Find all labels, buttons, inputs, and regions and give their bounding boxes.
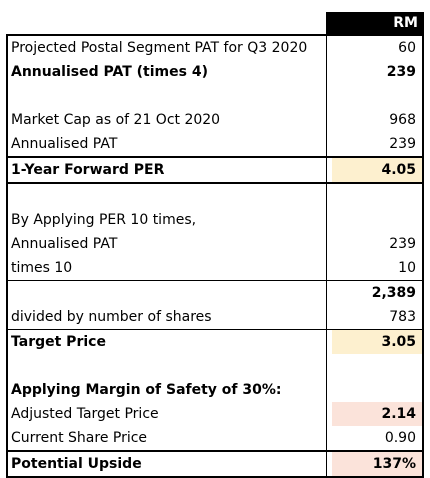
row-label: Potential Upside (11, 456, 142, 472)
row-label: times 10 (11, 260, 73, 276)
row-label: Annualised PAT (11, 136, 118, 152)
row-label: Current Share Price (11, 430, 148, 446)
column-header-rm-million: RM (Million) (352, 15, 418, 53)
row-value (332, 84, 422, 108)
row-value: 239 (386, 64, 416, 80)
row-label: By Applying PER 10 times, (11, 212, 197, 228)
valuation-table: RM (Million) Projected Postal Segment PA… (6, 12, 424, 478)
table-body: Projected Postal Segment PAT for Q3 2020… (6, 34, 424, 478)
row-label: divided by number of shares (11, 309, 212, 325)
column-divider (326, 34, 327, 476)
table-row: Annualised PAT 239 (8, 232, 422, 256)
row-value (332, 378, 422, 402)
row-label: Applying Margin of Safety of 30%: (11, 382, 282, 398)
row-value-highlighted: 2.14 (332, 402, 422, 426)
table-row: Market Cap as of 21 Oct 2020 968 (8, 108, 422, 132)
row-value: 239 (389, 136, 416, 152)
table-row: Projected Postal Segment PAT for Q3 2020… (8, 34, 422, 60)
row-label: Annualised PAT (11, 236, 118, 252)
table-row: Adjusted Target Price 2.14 (8, 402, 422, 426)
table-row: divided by number of shares 783 (8, 305, 422, 329)
table-row: times 10 10 (8, 256, 422, 280)
row-value-highlighted: 3.05 (332, 330, 422, 354)
row-value (332, 184, 422, 208)
table-row: 1-Year Forward PER 4.05 (8, 156, 422, 184)
table-row: Target Price 3.05 (8, 329, 422, 354)
table-header: RM (Million) (6, 12, 424, 53)
table-row: Current Share Price 0.90 (8, 426, 422, 450)
row-value (332, 354, 422, 378)
row-label: Projected Postal Segment PAT for Q3 2020 (11, 40, 308, 56)
table-row: Annualised PAT 239 (8, 132, 422, 156)
row-value: 60 (398, 40, 416, 56)
row-label: Annualised PAT (times 4) (11, 64, 208, 80)
table-row: By Applying PER 10 times, (8, 208, 422, 232)
table-row: Annualised PAT (times 4) 239 (8, 60, 422, 84)
row-value: 2,389 (371, 285, 416, 301)
row-value: 10 (398, 260, 416, 276)
table-row: Potential Upside 137% (8, 450, 422, 476)
row-value: 0.90 (384, 430, 416, 446)
row-label: Market Cap as of 21 Oct 2020 (11, 112, 221, 128)
table-row: Applying Margin of Safety of 30%: (8, 378, 422, 402)
row-label: 1-Year Forward PER (11, 162, 165, 178)
row-value-highlighted: 137% (332, 452, 422, 476)
table-row: 2,389 (8, 280, 422, 305)
row-value (332, 208, 422, 232)
row-value-highlighted: 4.05 (332, 158, 422, 182)
row-value: 239 (389, 236, 416, 252)
table-row (8, 84, 422, 108)
row-label: Adjusted Target Price (11, 406, 159, 422)
table-row (8, 184, 422, 208)
row-value: 783 (389, 309, 416, 325)
row-value: 968 (389, 112, 416, 128)
table-row (8, 354, 422, 378)
header-background (326, 12, 424, 34)
row-label: Target Price (11, 334, 106, 350)
